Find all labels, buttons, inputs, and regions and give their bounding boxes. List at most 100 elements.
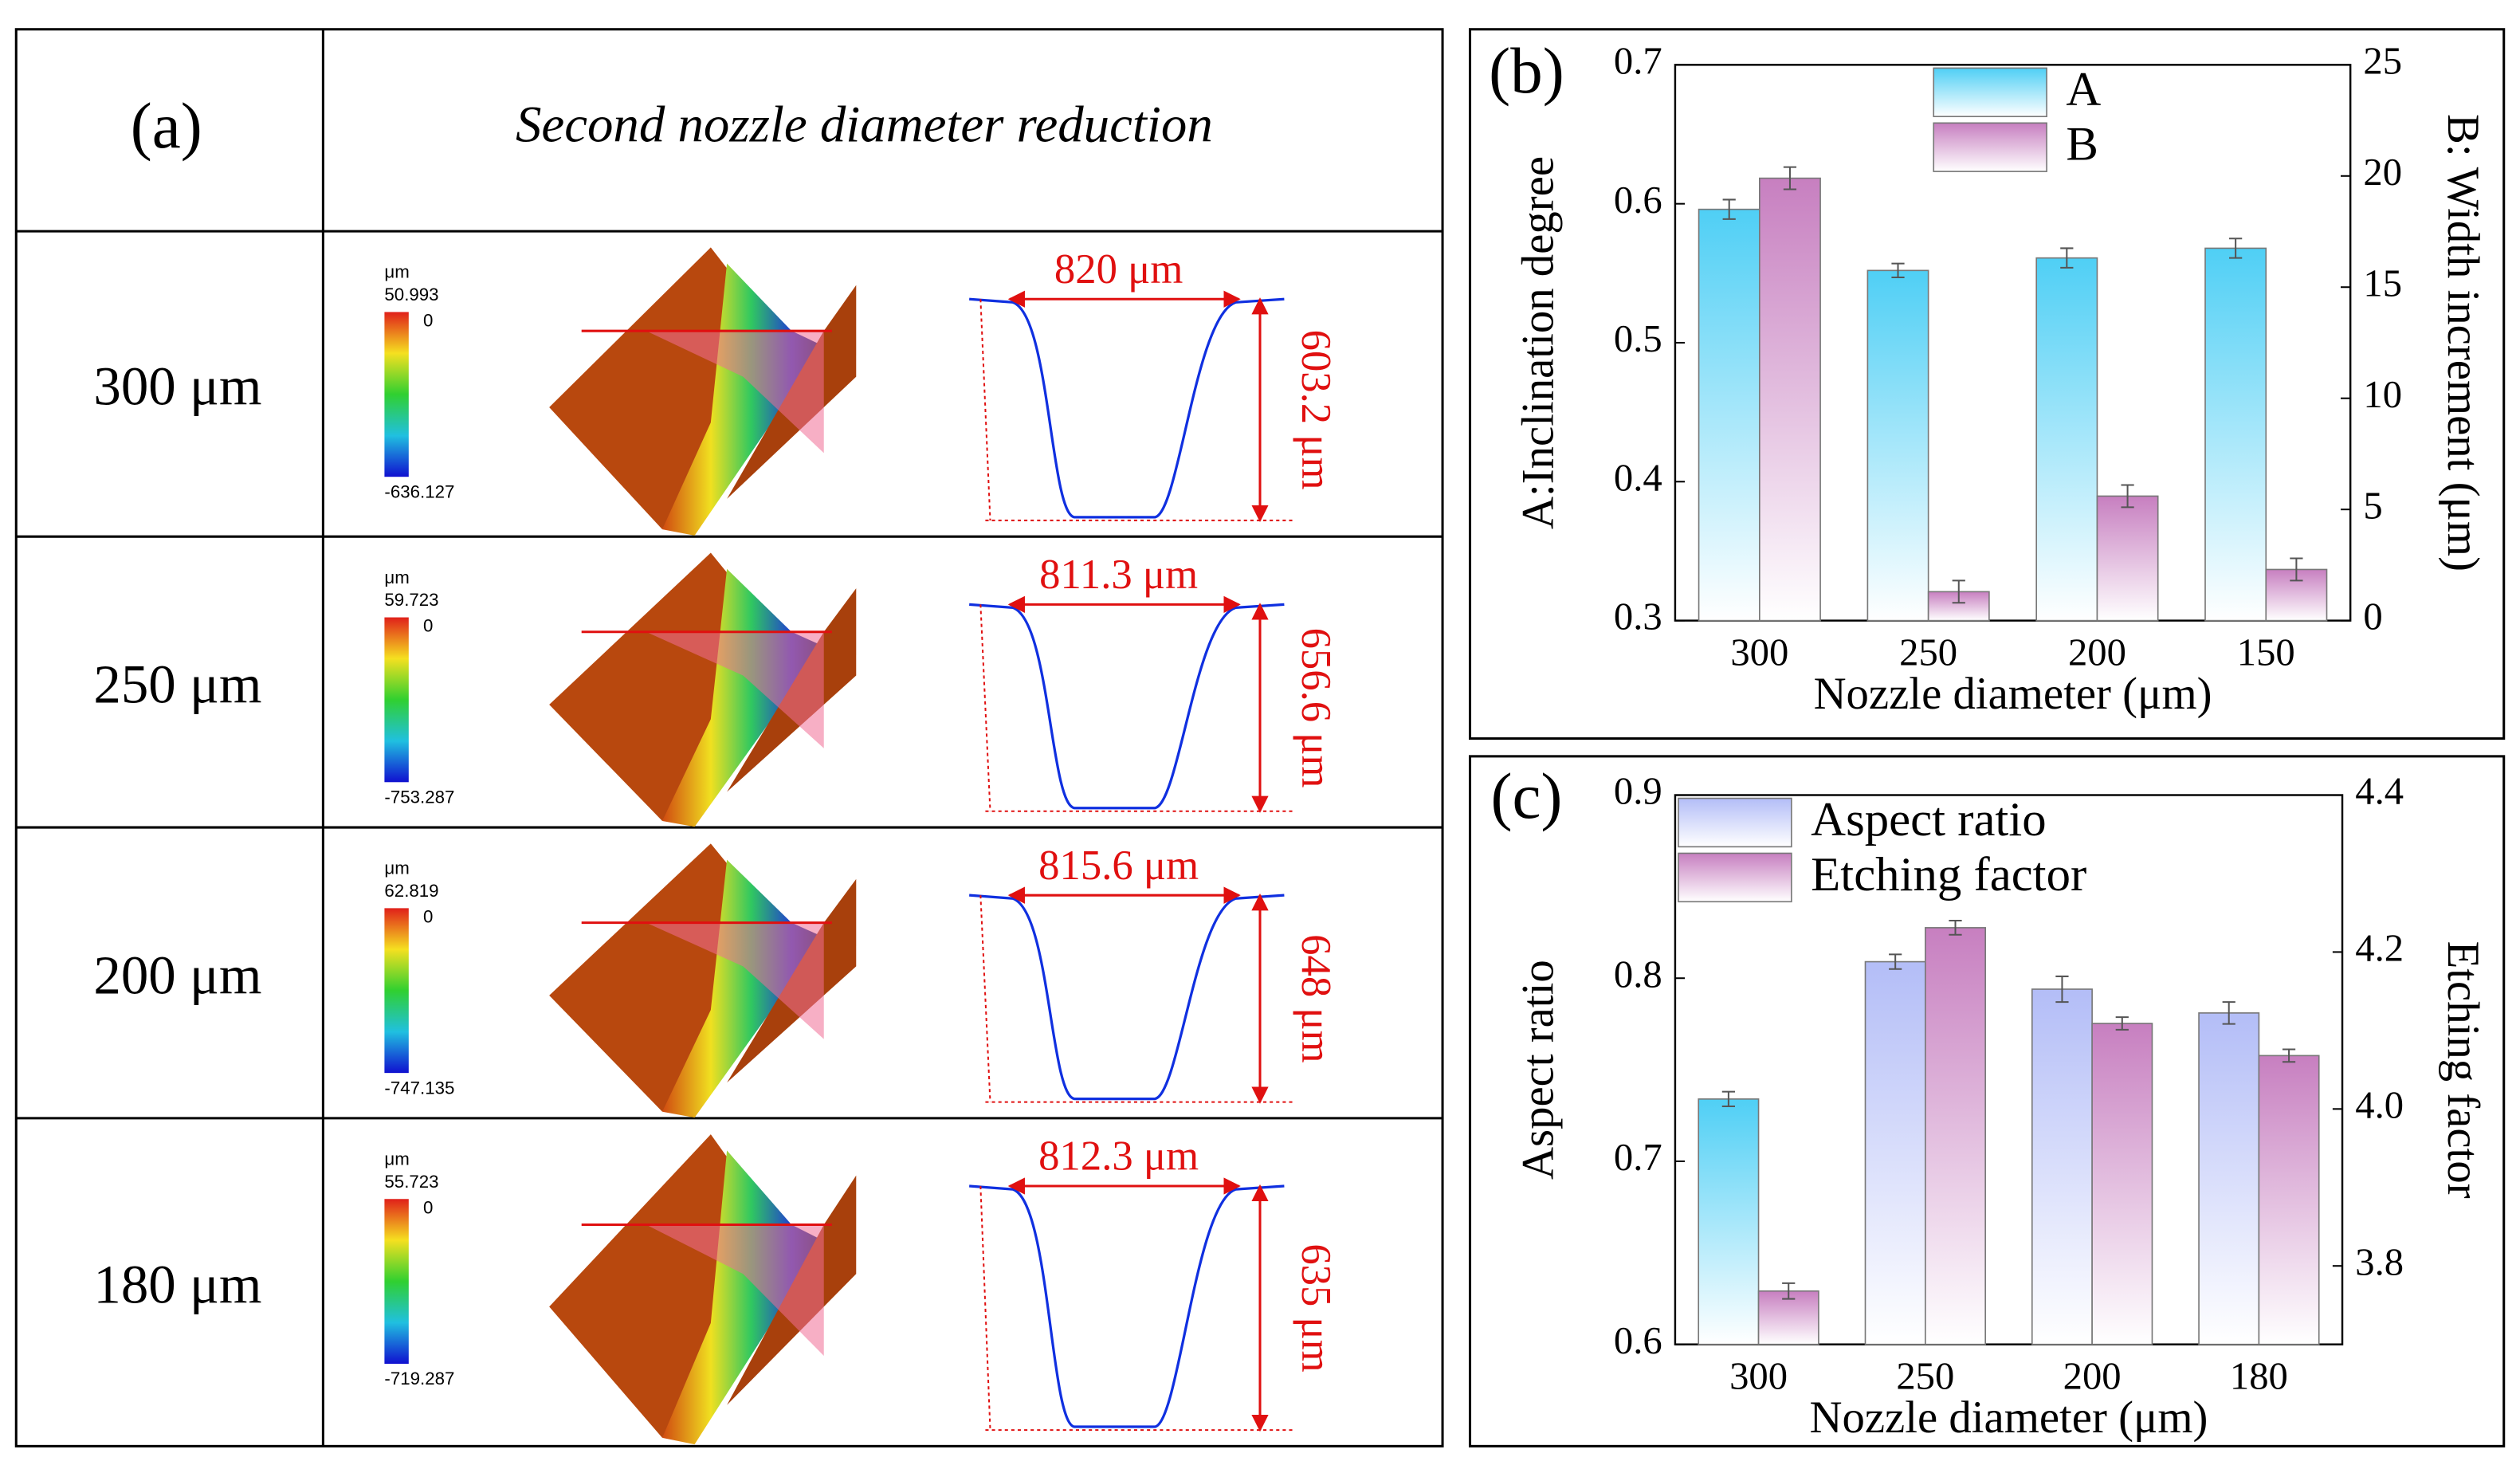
section-plane	[646, 631, 824, 748]
colorbar	[384, 617, 409, 783]
section-plane	[646, 331, 824, 454]
bar	[2091, 1023, 2153, 1345]
bar	[1698, 208, 1760, 622]
tick-label: 0.6	[1614, 179, 1662, 222]
tick-label: 10	[2363, 373, 2402, 416]
plot-frame	[1674, 794, 2344, 1345]
colorbar-zero: 0	[423, 616, 433, 636]
legend-label: Aspect ratio	[1811, 793, 2046, 846]
surface-left	[549, 843, 775, 1112]
profile-curve	[969, 297, 1285, 519]
width-label: 812.3 μm	[1038, 1133, 1199, 1180]
bar	[2204, 247, 2267, 622]
width-label: 820 μm	[1054, 246, 1183, 293]
tick-label: 15	[2363, 261, 2402, 304]
panel-label: (b)	[1489, 35, 1564, 107]
colorbar-max: 50.993	[384, 285, 438, 304]
panel-frame	[1468, 28, 2506, 740]
tick-label: 20	[2363, 151, 2402, 194]
bar	[2035, 257, 2098, 622]
bar	[1864, 960, 1926, 1345]
legend-swatch	[1678, 852, 1792, 903]
colorbar-min: -753.287	[384, 787, 454, 807]
tick-label: 4.0	[2355, 1083, 2404, 1126]
tick-label: 0.4	[1614, 456, 1662, 499]
surface-left	[549, 552, 775, 821]
error-bar	[1782, 1282, 1796, 1300]
section-plane	[646, 922, 824, 1039]
error-bar	[2115, 1016, 2129, 1031]
error-bar	[2290, 557, 2303, 582]
y-axis-label: Aspect ratio	[1513, 960, 1564, 1180]
colorbar	[384, 908, 409, 1074]
legend-swatch	[1933, 122, 2047, 172]
guide-line	[979, 604, 991, 811]
depth-label: 603.2 μm	[1293, 330, 1339, 490]
bar	[2031, 988, 2093, 1345]
tick-label: 0.8	[1614, 952, 1662, 996]
guide-line	[979, 895, 991, 1102]
diameter-label: 180 μm	[93, 1255, 261, 1315]
depth-label: 656.6 μm	[1293, 628, 1339, 788]
y2-axis-label: Etching factor	[2438, 941, 2488, 1199]
colorbar	[384, 312, 409, 477]
depth-label: 648 μm	[1293, 934, 1339, 1062]
guide-line	[979, 1185, 991, 1431]
profile-curve	[969, 1184, 1285, 1428]
width-label: 811.3 μm	[1039, 552, 1198, 598]
tick-label: 0.9	[1614, 770, 1662, 813]
bar	[2258, 1055, 2320, 1345]
tick-label: 0.7	[1614, 1136, 1662, 1179]
tick-label: 0.5	[1614, 317, 1662, 360]
colorbar	[384, 1199, 409, 1364]
diameter-label: 200 μm	[93, 945, 261, 1005]
error-bar	[2055, 975, 2069, 1004]
x-tick-label: 250	[1896, 1354, 1954, 1397]
error-bar	[1952, 579, 1965, 604]
error-bar	[1889, 953, 1902, 970]
tick-label: 0.3	[1614, 595, 1662, 638]
panel-label: (c)	[1490, 760, 1562, 832]
tick-label: 25	[2363, 39, 2402, 82]
colorbar-zero: 0	[423, 1197, 433, 1217]
error-bar	[2060, 247, 2074, 269]
panel-label: (a)	[131, 90, 202, 162]
colorbar-max: 62.819	[384, 881, 438, 901]
x-tick-label: 180	[2230, 1354, 2288, 1397]
error-bar	[1891, 262, 1905, 279]
diameter-label: 250 μm	[93, 654, 261, 715]
error-bar	[1949, 920, 1962, 936]
error-bar	[1721, 1090, 1735, 1108]
table-header: Second nozzle diameter reduction	[516, 96, 1213, 153]
legend-swatch	[1933, 67, 2047, 118]
error-bar	[2282, 1048, 2296, 1063]
diameter-label: 300 μm	[93, 356, 261, 417]
legend-label: A	[2066, 63, 2101, 116]
depth-label: 635 μm	[1293, 1243, 1339, 1372]
error-bar	[2121, 484, 2134, 509]
tick-label: 4.4	[2355, 770, 2404, 813]
colorbar-zero: 0	[423, 311, 433, 331]
x-tick-label: 200	[2063, 1354, 2122, 1397]
error-bar	[1722, 198, 1736, 220]
bar	[2096, 495, 2159, 622]
bar	[1698, 1098, 1760, 1345]
colorbar-min: -747.135	[384, 1078, 454, 1098]
bar	[2198, 1012, 2260, 1345]
bar	[1759, 177, 1821, 622]
x-tick-label: 300	[1729, 1354, 1788, 1397]
tick-label: 0.6	[1614, 1319, 1662, 1362]
error-bar	[2222, 1001, 2235, 1025]
colorbar-unit: μm	[384, 858, 409, 878]
table-frame	[14, 28, 1444, 1447]
colorbar-max: 55.723	[384, 1172, 438, 1192]
tick-label: 4.2	[2355, 927, 2404, 970]
x-tick-label: 300	[1730, 630, 1788, 674]
bar	[1925, 927, 1986, 1345]
surface-left	[549, 1134, 775, 1438]
x-tick-label: 200	[2068, 630, 2126, 674]
colorbar-unit: μm	[384, 568, 409, 587]
x-axis-label: Nozzle diameter (μm)	[1810, 1392, 2208, 1443]
colorbar-unit: μm	[384, 1149, 409, 1169]
